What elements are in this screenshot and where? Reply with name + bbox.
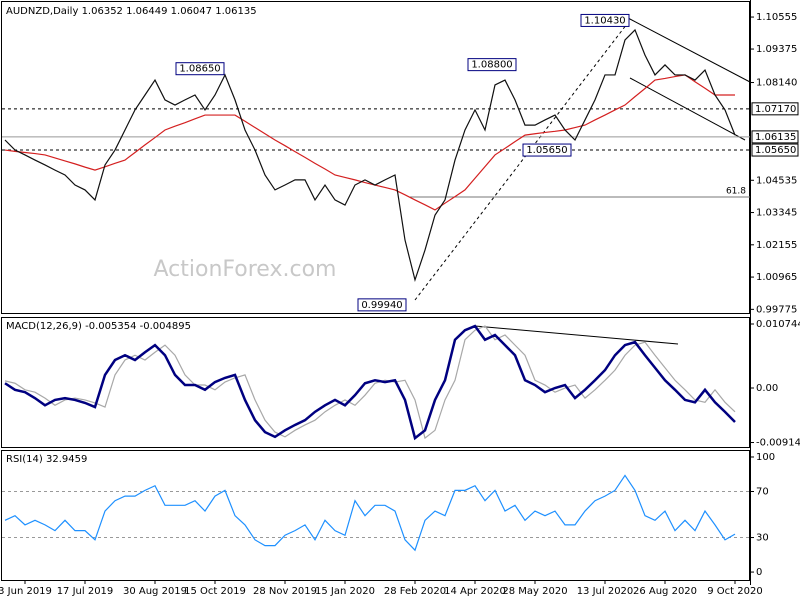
- annotation-box: [175, 62, 225, 76]
- series-line: [4, 74, 735, 211]
- rsi-header: RSI(14) 32.9459: [6, 454, 87, 465]
- channel-line: [627, 17, 751, 83]
- annotation-box: [580, 13, 630, 27]
- x-tick-label: 17 Jul 2019: [57, 586, 114, 597]
- x-tick-label: 15 Oct 2019: [184, 586, 246, 597]
- y-tick-label: 1.10555: [756, 12, 797, 23]
- series-line: [4, 324, 736, 441]
- y-tick-label: 0.99775: [756, 304, 797, 315]
- y-tick-label: 30: [756, 533, 769, 544]
- series-line: [4, 28, 736, 283]
- annotation-label: 1.05650: [526, 145, 567, 156]
- annotation-box: [357, 298, 407, 312]
- x-tick-label: 30 Aug 2019: [123, 586, 187, 597]
- x-tick-label: 28 Nov 2019: [253, 586, 317, 597]
- x-tick-label: 13 Jul 2020: [577, 586, 634, 597]
- series-line: [4, 474, 736, 552]
- level-label: 1.05650: [755, 145, 796, 156]
- x-tick-label: 28 May 2020: [502, 586, 567, 597]
- macd-header: MACD(12,26,9) -0.005354 -0.004895: [6, 321, 191, 332]
- y-tick-label: 1.02155: [756, 240, 797, 251]
- y-tick-label: 1.04535: [756, 175, 797, 186]
- macd-value: -0.005354: [85, 321, 136, 332]
- y-tick-label: 70: [756, 487, 769, 498]
- high: 1.06449: [126, 6, 167, 17]
- x-tick-label: 9 Oct 2020: [707, 586, 762, 597]
- low: 1.06047: [171, 6, 212, 17]
- annotation-box: [467, 58, 517, 72]
- level-box: [751, 143, 799, 157]
- y-tick-label: 1.08140: [756, 78, 797, 89]
- symbol: AUDNZD,Daily: [6, 6, 78, 17]
- open: 1.06352: [82, 6, 123, 17]
- level-label: 1.06135: [755, 132, 796, 143]
- level-box: [751, 102, 799, 116]
- header-bg: [4, 4, 226, 18]
- price-header: AUDNZD,Daily 1.06352 1.06449 1.06047 1.0…: [6, 6, 257, 17]
- x-tick-label: 28 Feb 2020: [384, 586, 446, 597]
- x-tick-label: 14 Apr 2020: [444, 586, 506, 597]
- y-tick-label: 100: [756, 452, 775, 463]
- annotation-label: 1.08650: [179, 64, 220, 75]
- fib-label: 61.8: [726, 186, 746, 196]
- annotation-box: [522, 143, 572, 157]
- close: 1.06135: [215, 6, 256, 17]
- trend-line: [414, 19, 631, 301]
- y-tick-label: 1.03345: [756, 208, 797, 219]
- x-tick-label: 15 Jan 2020: [315, 586, 375, 597]
- rsi-panel-frame: [1, 450, 750, 581]
- y-tick-label: 0: [756, 567, 762, 578]
- annotation-label: 1.10430: [584, 15, 625, 26]
- indicator-name: RSI(14): [6, 454, 43, 465]
- level-label: 1.07170: [755, 104, 796, 115]
- indicator-name: MACD(12,26,9): [6, 321, 82, 332]
- x-tick-label: 3 Jun 2019: [0, 586, 52, 597]
- y-tick-label: 1.09375: [756, 44, 797, 55]
- rsi-value: 32.9459: [46, 454, 87, 465]
- annotation-label: 1.08800: [471, 60, 512, 71]
- watermark: ActionForex.com: [154, 257, 337, 282]
- annotation-label: 0.99940: [361, 300, 402, 311]
- price-panel-frame: [1, 1, 750, 314]
- macd-trend-line: [474, 325, 679, 345]
- level-box: [751, 130, 799, 144]
- series-line: [4, 325, 736, 440]
- y-tick-label: 0.010744: [756, 319, 800, 330]
- macd-panel-frame: [1, 317, 750, 448]
- x-tick-label: 26 Aug 2020: [633, 586, 697, 597]
- y-tick-label: 1.00965: [756, 272, 797, 283]
- signal-value: -0.004895: [140, 321, 191, 332]
- y-tick-label: -0.009148: [756, 438, 800, 449]
- y-tick-label: 0.00: [756, 383, 778, 394]
